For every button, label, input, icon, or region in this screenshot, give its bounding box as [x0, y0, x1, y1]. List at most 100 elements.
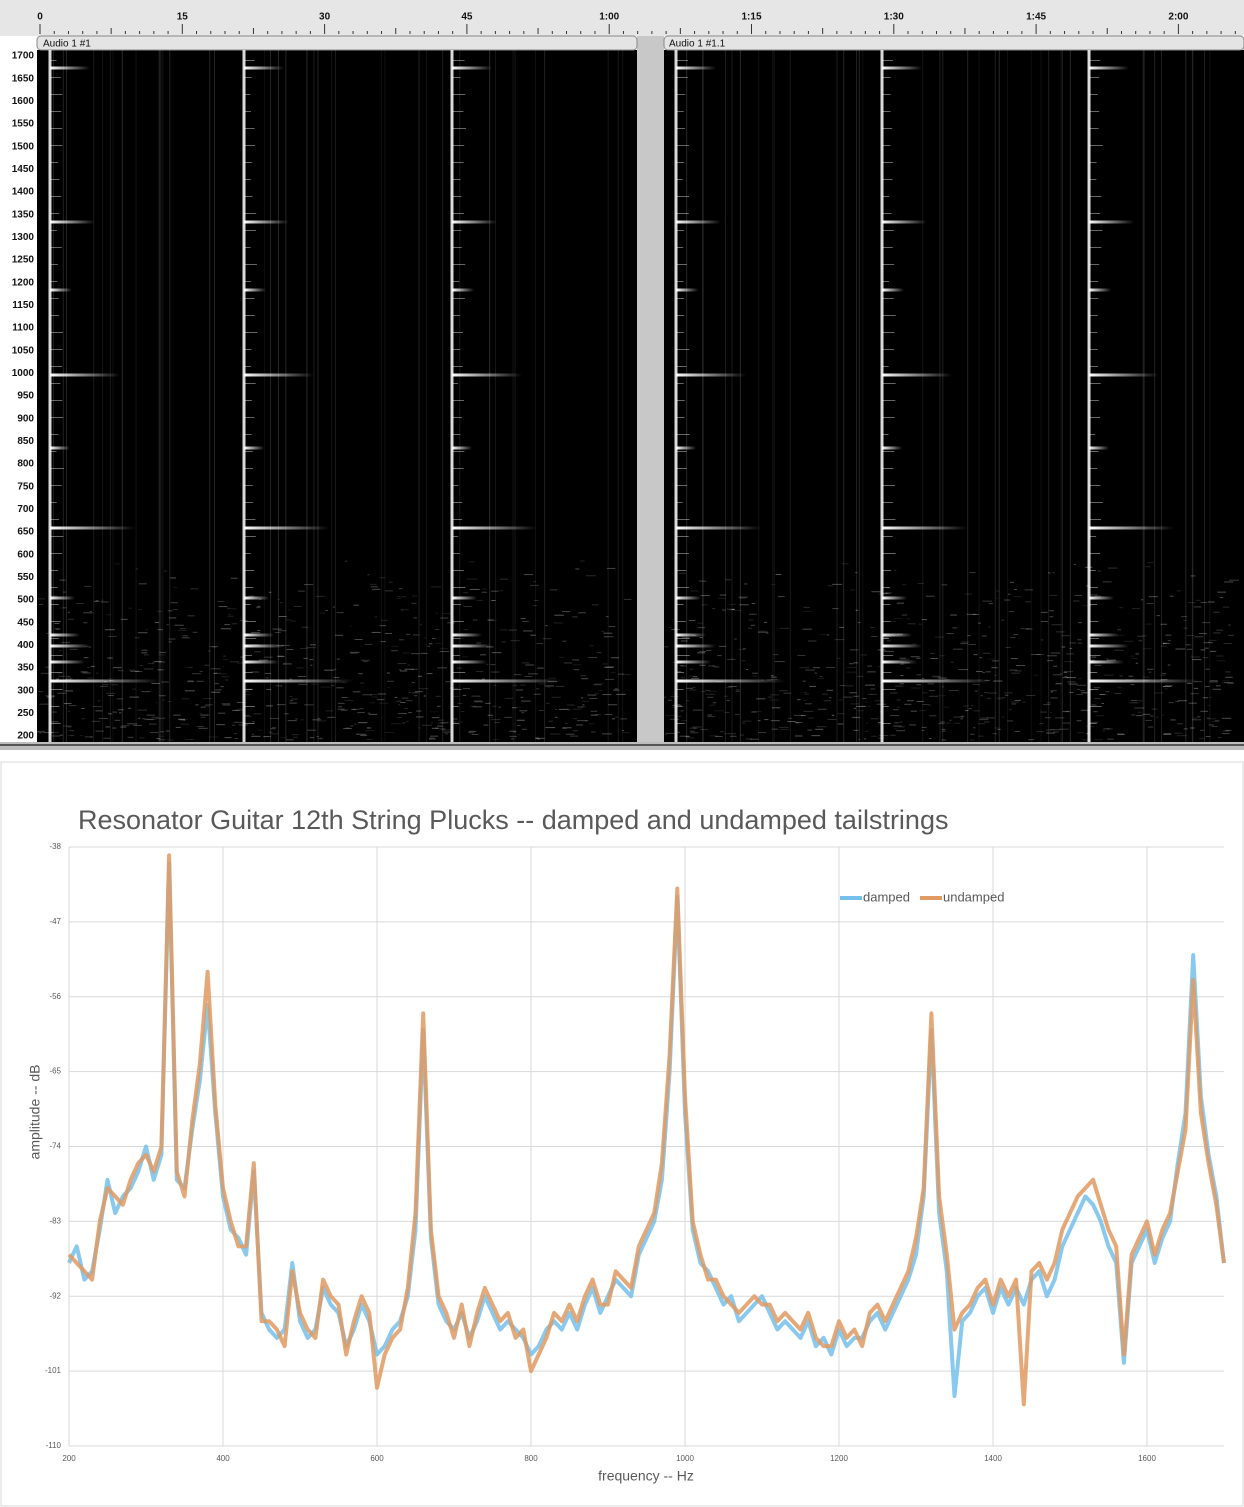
noise — [1221, 733, 1230, 735]
overtone-tick — [50, 332, 63, 333]
noise — [533, 599, 539, 601]
harmonic-streak — [50, 288, 72, 292]
noise — [1061, 646, 1066, 648]
noise — [430, 735, 438, 737]
noise-column — [939, 50, 941, 742]
noise-column — [1069, 50, 1071, 742]
noise — [941, 730, 947, 732]
overtone-tick — [452, 230, 462, 231]
noise — [296, 667, 304, 669]
noise — [952, 648, 963, 650]
noise — [1049, 616, 1054, 618]
noise — [166, 624, 170, 626]
noise — [1204, 647, 1209, 649]
noise — [354, 723, 357, 725]
noise — [710, 735, 719, 737]
noise — [728, 685, 737, 687]
noise — [105, 726, 110, 728]
overtone-tick — [882, 60, 893, 61]
noise — [1076, 720, 1082, 722]
noise — [863, 738, 867, 740]
noise — [730, 657, 734, 659]
noise — [979, 719, 989, 721]
harmonic-streak — [1089, 660, 1124, 664]
noise — [899, 674, 904, 676]
noise — [1186, 648, 1192, 650]
noise — [287, 720, 297, 722]
noise — [565, 733, 575, 735]
noise — [1207, 718, 1217, 720]
noise — [931, 675, 940, 677]
noise — [900, 663, 905, 665]
harmonic-streak — [50, 220, 95, 224]
noise — [397, 663, 407, 665]
overtone-tick — [676, 77, 688, 78]
noise — [173, 587, 178, 589]
overtone-tick — [244, 77, 252, 78]
overtone-tick — [882, 77, 891, 78]
noise — [726, 699, 730, 701]
noise — [953, 716, 964, 718]
noise — [400, 670, 408, 672]
noise — [440, 722, 449, 724]
noise — [299, 647, 308, 649]
noise — [56, 628, 60, 630]
noise — [605, 616, 609, 618]
noise — [689, 675, 694, 677]
overtone-tick — [676, 196, 690, 197]
noise — [1128, 702, 1138, 704]
noise — [1190, 575, 1196, 577]
frequency-label: 600 — [17, 549, 34, 560]
noise — [719, 645, 727, 647]
noise — [277, 598, 281, 600]
overtone-tick — [244, 366, 252, 367]
noise — [350, 652, 358, 654]
x-axis-title: frequency -- Hz — [598, 1468, 694, 1484]
noise — [284, 713, 289, 715]
noise — [569, 704, 575, 706]
noise — [1229, 579, 1239, 581]
noise — [168, 617, 177, 619]
noise — [1052, 572, 1055, 574]
noise — [1040, 711, 1048, 713]
noise — [742, 722, 746, 724]
noise — [1132, 607, 1140, 609]
noise — [1148, 726, 1154, 728]
noise — [692, 676, 698, 678]
noise — [1190, 693, 1199, 695]
pluck-column — [450, 50, 454, 742]
noise — [223, 655, 226, 657]
noise — [508, 629, 517, 631]
noise — [481, 678, 485, 680]
noise — [1203, 642, 1214, 644]
noise — [445, 681, 452, 683]
noise — [1099, 693, 1105, 695]
noise — [264, 656, 273, 658]
noise — [771, 707, 781, 709]
noise — [802, 628, 812, 630]
harmonic-streak — [452, 679, 562, 683]
overtone-tick — [676, 536, 689, 537]
overtone-tick — [452, 213, 465, 214]
overtone-tick — [244, 417, 255, 418]
noise — [582, 704, 585, 706]
noise — [590, 710, 598, 712]
noise — [112, 727, 117, 729]
noise — [182, 635, 188, 637]
noise — [1076, 688, 1081, 690]
noise — [1188, 702, 1197, 704]
noise — [1142, 713, 1151, 715]
overtone-tick — [50, 247, 62, 248]
noise — [1212, 720, 1220, 722]
noise — [558, 708, 568, 710]
noise — [1213, 611, 1220, 613]
overtone-tick — [1089, 366, 1098, 367]
noise — [488, 619, 497, 621]
noise — [892, 709, 899, 711]
pluck-column — [48, 50, 52, 742]
noise — [418, 727, 421, 729]
noise — [771, 584, 776, 586]
noise — [95, 730, 104, 732]
noise — [1046, 660, 1054, 662]
overtone-tick — [882, 383, 896, 384]
